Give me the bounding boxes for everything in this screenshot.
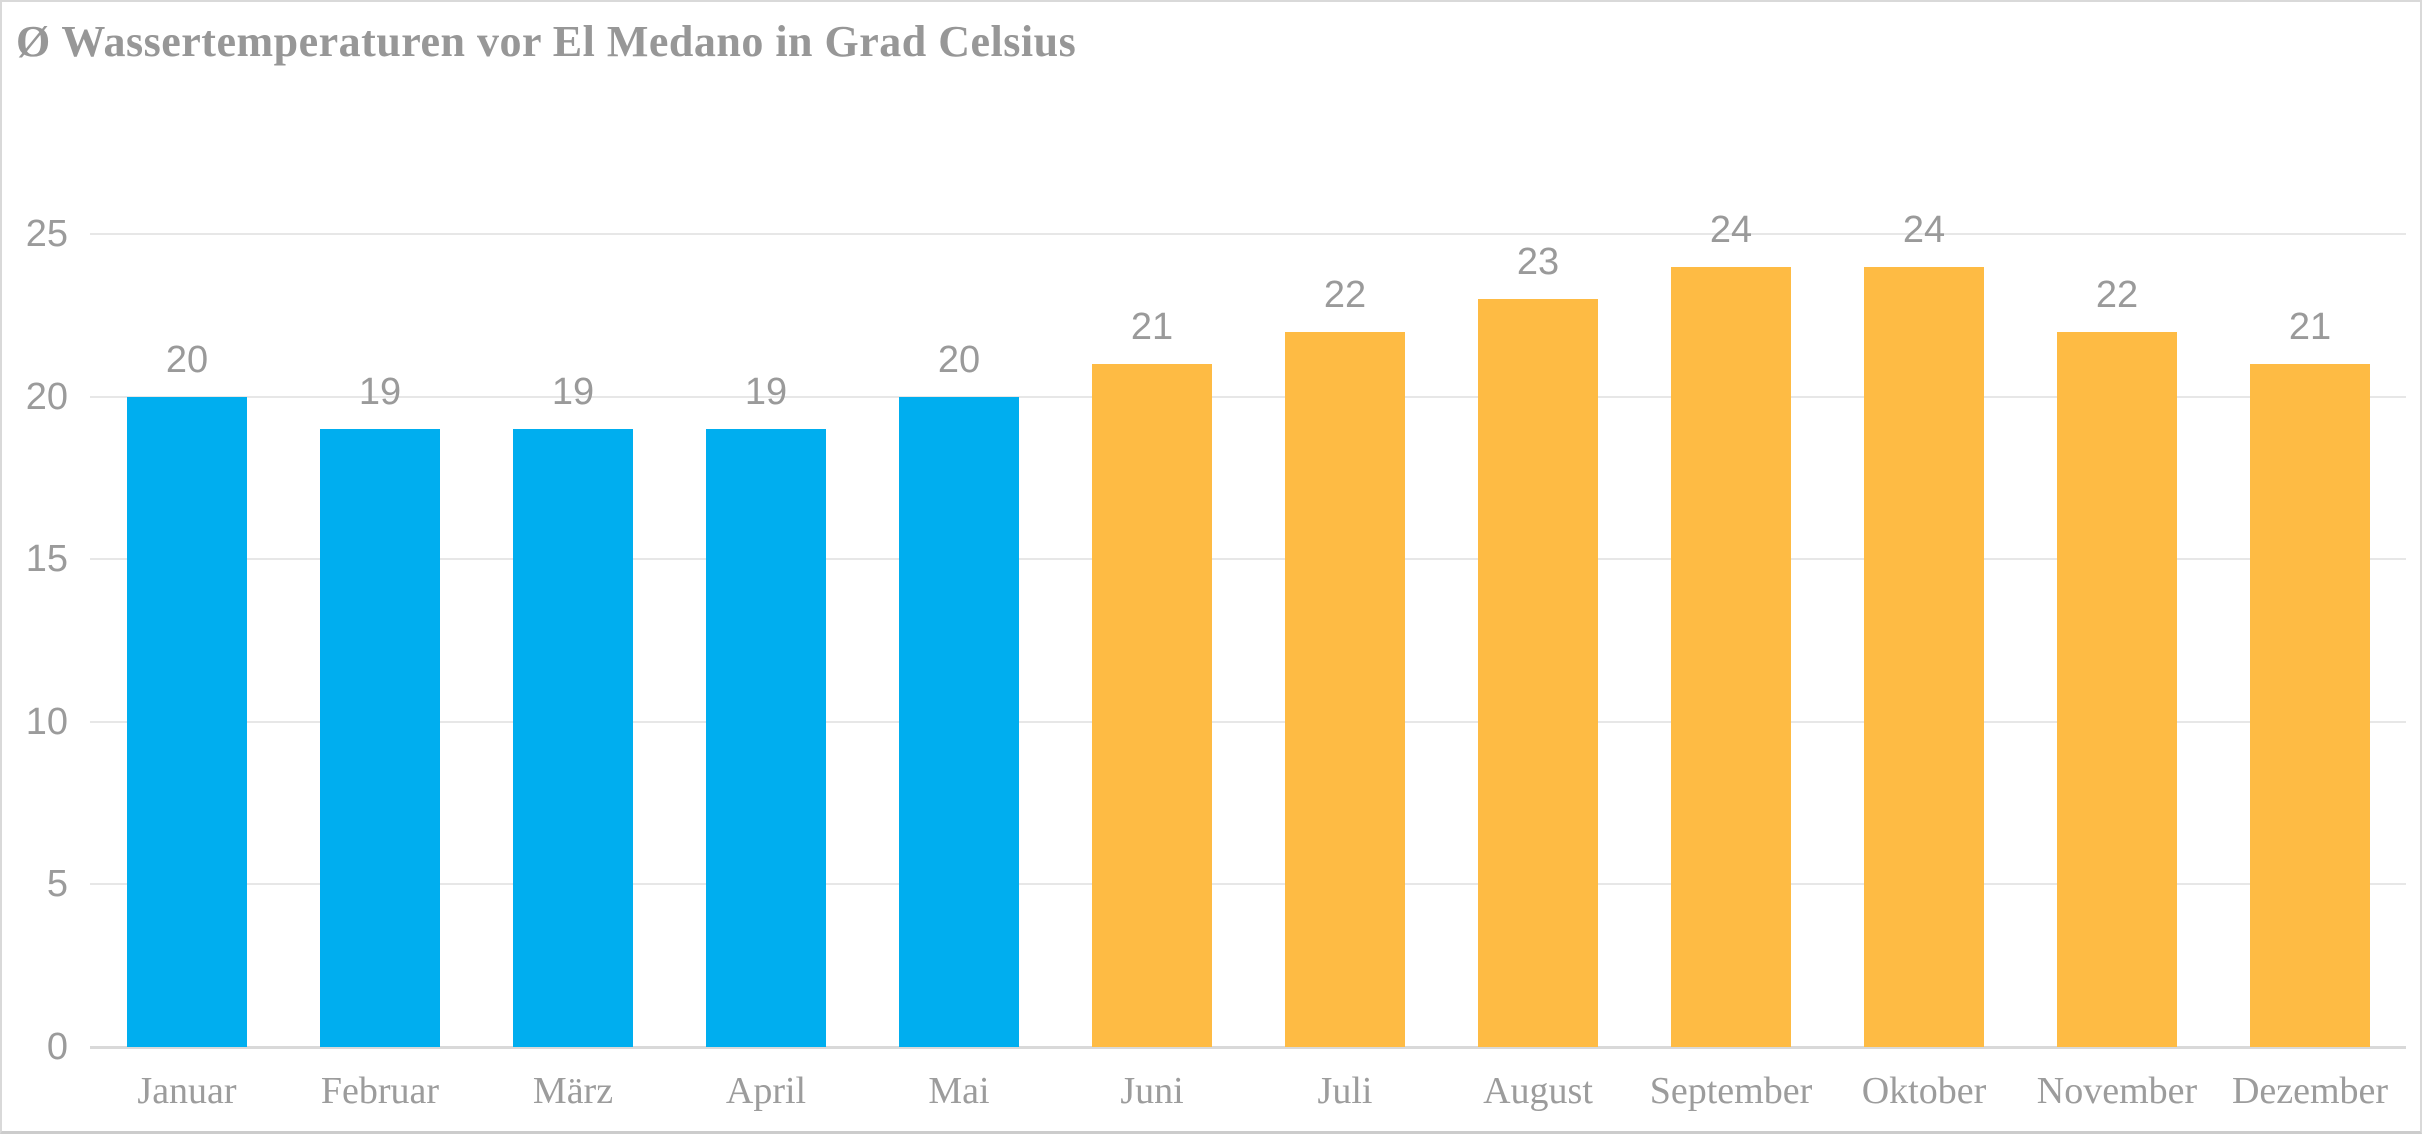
bar-august — [1478, 299, 1598, 1047]
y-axis-tick-label: 15 — [25, 538, 68, 580]
bar-januar — [127, 397, 247, 1047]
gridline — [90, 721, 2406, 723]
bar-value-label: 20 — [937, 339, 981, 381]
bar-value-label: 24 — [1902, 209, 1946, 251]
x-axis-label-august: August — [1483, 1070, 1593, 1112]
x-axis-label-mai: Mai — [928, 1070, 990, 1112]
x-axis-label-dezember: Dezember — [2231, 1070, 2389, 1112]
y-axis-tick-label: 0 — [46, 1026, 68, 1068]
gridline — [90, 233, 2406, 235]
x-axis-line — [90, 1046, 2406, 1049]
bar-value-label: 19 — [358, 371, 402, 413]
gridline — [90, 558, 2406, 560]
bar-november — [2057, 332, 2177, 1047]
bar-september — [1671, 267, 1791, 1047]
bar-oktober — [1864, 267, 1984, 1047]
x-axis-label-oktober: Oktober — [1861, 1070, 1987, 1112]
bar-value-label: 24 — [1709, 209, 1753, 251]
bar-value-label: 19 — [551, 371, 595, 413]
bar-dezember — [2250, 364, 2370, 1047]
x-axis-label-april: April — [725, 1070, 807, 1112]
bar-märz — [513, 429, 633, 1047]
x-axis-label-februar: Februar — [320, 1070, 440, 1112]
bar-value-label: 19 — [744, 371, 788, 413]
bar-value-label: 23 — [1516, 241, 1560, 283]
bar-value-label: 22 — [2095, 274, 2139, 316]
x-axis-label-november: November — [2036, 1070, 2198, 1112]
bar-mai — [899, 397, 1019, 1047]
bar-februar — [320, 429, 440, 1047]
gridline — [90, 396, 2406, 398]
x-axis-label-januar: Januar — [137, 1070, 237, 1112]
x-axis-label-märz: März — [532, 1070, 614, 1112]
y-axis-tick-label: 5 — [46, 863, 68, 905]
x-axis-label-juli: Juli — [1317, 1070, 1373, 1112]
y-axis-tick-label: 20 — [25, 376, 68, 418]
x-axis-label-september: September — [1649, 1070, 1813, 1112]
gridline — [90, 883, 2406, 885]
bar-value-label: 21 — [1130, 306, 1174, 348]
chart-title: Ø Wassertemperaturen vor El Medano in Gr… — [16, 17, 1077, 66]
bar-april — [706, 429, 826, 1047]
bar-value-label: 22 — [1323, 274, 1367, 316]
bar-juli — [1285, 332, 1405, 1047]
bar-value-label: 21 — [2288, 306, 2332, 348]
bar-juni — [1092, 364, 1212, 1047]
y-axis-tick-label: 10 — [25, 701, 68, 743]
y-axis-tick-label: 25 — [25, 213, 68, 255]
x-axis-label-juni: Juni — [1120, 1070, 1184, 1112]
bar-value-label: 20 — [165, 339, 209, 381]
